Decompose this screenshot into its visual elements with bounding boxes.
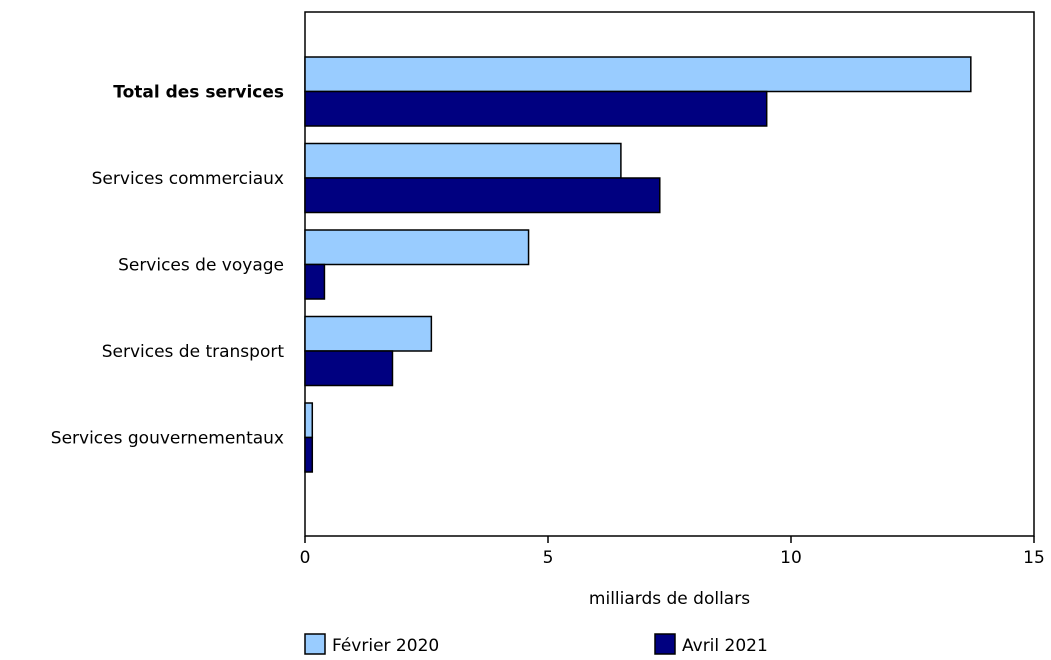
x-axis-title: milliards de dollars bbox=[589, 589, 750, 609]
x-tick-label: 15 bbox=[1023, 548, 1045, 568]
bar-avril-2021-1 bbox=[304, 177, 661, 214]
category-label: Services commerciaux bbox=[92, 169, 284, 189]
bar-fevrier-2020-3 bbox=[304, 315, 433, 352]
category-label: Services de transport bbox=[102, 342, 285, 362]
legend: Février 2020 Avril 2021 bbox=[304, 633, 768, 656]
legend-label: Avril 2021 bbox=[682, 636, 768, 656]
bar-fevrier-2020-4 bbox=[304, 402, 314, 439]
x-tick-label: 5 bbox=[543, 548, 554, 568]
legend-swatch bbox=[654, 633, 676, 655]
x-axis-ticks: 0 5 10 15 bbox=[300, 536, 1045, 568]
category-label: Services de voyage bbox=[118, 256, 284, 276]
bar-avril-2021-0 bbox=[304, 90, 768, 127]
bar-avril-2021-2 bbox=[304, 263, 326, 300]
category-label: Services gouvernementaux bbox=[51, 429, 284, 449]
legend-label: Février 2020 bbox=[332, 636, 439, 656]
x-tick-label: 0 bbox=[300, 548, 311, 568]
legend-swatch bbox=[304, 633, 326, 655]
bar-avril-2021-4 bbox=[304, 436, 314, 473]
bar-fevrier-2020-1 bbox=[304, 142, 622, 179]
x-tick-label: 10 bbox=[780, 548, 802, 568]
category-label: Total des services bbox=[113, 83, 284, 103]
bars-layer bbox=[304, 56, 972, 473]
bar-fevrier-2020-2 bbox=[304, 229, 530, 266]
bar-fevrier-2020-0 bbox=[304, 56, 972, 93]
category-labels: Total des services Services commerciaux Se… bbox=[51, 83, 285, 449]
bar-avril-2021-3 bbox=[304, 350, 394, 387]
